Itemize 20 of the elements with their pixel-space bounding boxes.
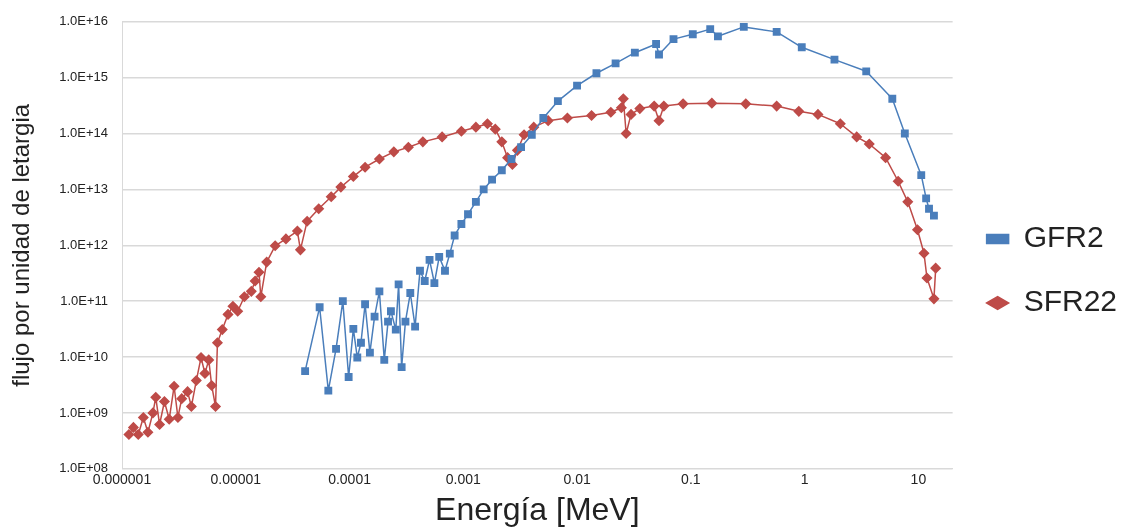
x-axis-title: Energía [MeV] xyxy=(435,490,640,527)
x-tick-label: 0.000001 xyxy=(92,471,152,488)
y-axis-title: flujo por unidad de letargia xyxy=(7,103,35,387)
x-tick-label: 0.01 xyxy=(563,471,591,488)
legend-label: SFR22 xyxy=(1023,284,1118,318)
y-tick-label: 1.0E+15 xyxy=(59,69,108,85)
x-tick-label: 0.001 xyxy=(445,471,482,488)
y-tick-label: 1.0E+11 xyxy=(60,292,108,308)
y-tick-label: 1.0E+12 xyxy=(59,236,108,252)
x-tick-label: 1 xyxy=(800,471,809,488)
x-tick-label: 0.00001 xyxy=(210,471,262,488)
x-tick-label: 10 xyxy=(910,471,927,488)
x-tick-label: 0.0001 xyxy=(328,471,372,488)
legend-label: GFR2 xyxy=(1023,220,1104,254)
y-tick-label: 1.0E+14 xyxy=(59,125,108,141)
y-tick-label: 1.0E+10 xyxy=(59,348,108,364)
y-tick-label: 1.0E+09 xyxy=(59,404,108,420)
x-tick-label: 0.1 xyxy=(681,471,701,488)
y-tick-label: 1.0E+13 xyxy=(59,181,108,196)
y-tick-label: 1.0E+16 xyxy=(59,13,108,29)
